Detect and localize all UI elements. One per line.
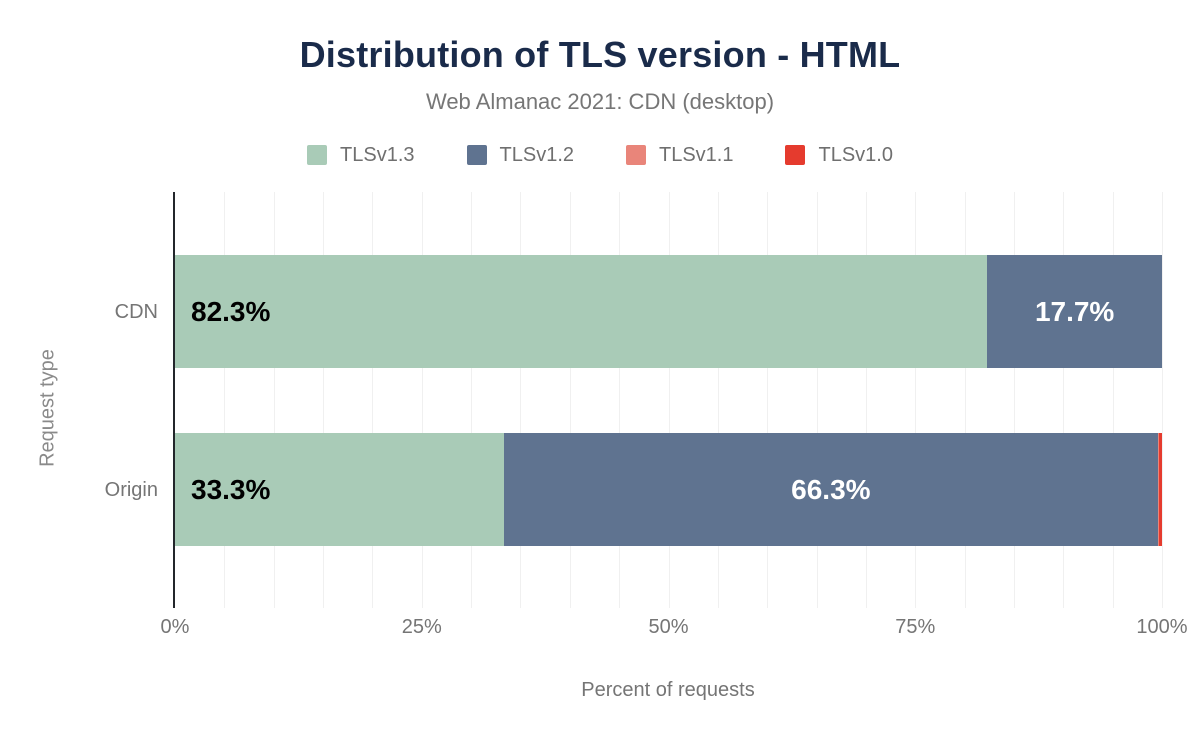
gridline-25	[421, 192, 423, 608]
x-axis-title: Percent of requests	[581, 679, 755, 701]
legend-label: TLSv1.0	[818, 143, 893, 166]
gridline-35	[520, 192, 522, 608]
gridline-55	[717, 192, 719, 608]
plot-area: 82.3% 17.7% 33.3% 66.3%	[173, 192, 1163, 608]
legend-item-tlsv13: TLSv1.3	[307, 143, 415, 167]
legend-item-tlsv11: TLSv1.1	[626, 144, 733, 167]
gridline-85	[1013, 192, 1015, 608]
x-tick-100: 100%	[1136, 616, 1188, 638]
gridline-50	[668, 192, 670, 608]
gridline-15	[323, 192, 325, 608]
gridline-5	[224, 192, 226, 608]
gridline-40	[569, 192, 571, 608]
bar-segment-origin-tlsv10[interactable]	[1159, 433, 1162, 546]
legend-label: TLSv1.3	[340, 143, 415, 166]
x-tick-50: 50%	[648, 616, 689, 638]
legend-label: TLSv1.1	[659, 143, 734, 166]
gridline-80	[964, 192, 966, 608]
gridline-30	[471, 192, 473, 608]
bar-segment-cdn-tlsv13[interactable]: 82.3%	[175, 255, 988, 368]
gridline-90	[1063, 192, 1065, 608]
bar-row-cdn: 82.3% 17.7%	[175, 255, 1162, 368]
x-axis-ticks: 0% 25% 50% 75% 100%	[161, 616, 1188, 640]
legend-swatch-tlsv11	[626, 145, 646, 165]
gridline-65	[816, 192, 818, 608]
gridline-45	[619, 192, 621, 608]
legend-swatch-tlsv13	[307, 145, 328, 165]
y-axis-line	[173, 192, 175, 608]
category-label-origin: Origin	[104, 478, 158, 501]
gridline-75	[915, 192, 917, 608]
bar-value-label: 33.3%	[191, 473, 271, 505]
legend-item-tlsv10: TLSv1.0	[785, 143, 893, 167]
x-tick-0: 0%	[160, 616, 190, 638]
gridline-60	[767, 192, 769, 608]
chart-subtitle: Web Almanac 2021: CDN (desktop)	[425, 89, 775, 114]
bar-value-label: 82.3%	[191, 295, 271, 327]
x-tick-25: 25%	[401, 616, 442, 638]
bar-segment-origin-tlsv13[interactable]: 33.3%	[175, 433, 504, 546]
legend-item-tlsv12: TLSv1.2	[466, 143, 574, 167]
gridline-100	[1162, 192, 1163, 608]
x-tick-75: 75%	[895, 616, 936, 638]
y-axis-title: Request type	[36, 349, 59, 467]
legend-swatch-tlsv10	[785, 145, 806, 165]
chart-title: Distribution of TLS version - HTML	[299, 34, 901, 75]
category-label-cdn: CDN	[114, 300, 158, 323]
legend-label: TLSv1.2	[499, 143, 574, 166]
bar-value-label: 17.7%	[1034, 295, 1115, 327]
gridline-10	[273, 192, 275, 608]
bar-segment-cdn-tlsv12[interactable]: 17.7%	[987, 255, 1162, 368]
gridline-70	[865, 192, 867, 608]
bar-value-label: 66.3%	[791, 473, 871, 505]
bar-segment-origin-tlsv11[interactable]	[1158, 433, 1160, 546]
gridline-20	[372, 192, 374, 608]
chart-legend: TLSv1.3 TLSv1.2 TLSv1.1 TLSv1.0	[0, 141, 1200, 169]
legend-swatch-tlsv12	[466, 145, 487, 165]
bar-row-origin: 33.3% 66.3%	[175, 433, 1162, 546]
bar-segment-origin-tlsv12[interactable]: 66.3%	[503, 433, 1159, 546]
gridline-95	[1112, 192, 1114, 608]
